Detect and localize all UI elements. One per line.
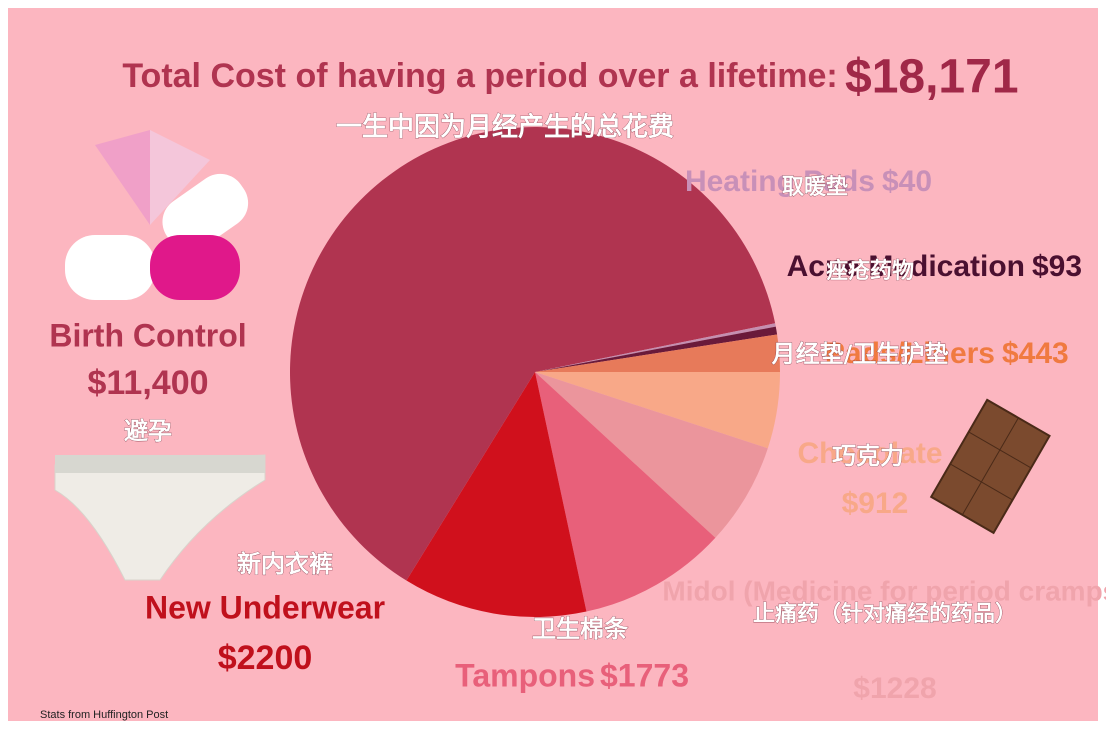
category-label-cn: 卫生棉条 [532,615,629,643]
chart: Total Cost of having a period over a lif… [0,0,1106,729]
source-note: Stats from Huffington Post [40,709,168,721]
total-cost: $18,171 [845,51,1019,104]
pie [290,127,780,617]
category-label-cn: 避孕 [124,417,172,445]
value-label: $1773 [600,657,689,693]
value-label: $1228 [853,672,936,705]
value-label: $93 [1032,250,1082,283]
category-label-cn: 痤疮药物 [826,258,914,284]
value-label: $40 [882,165,932,198]
category-label-cn: 巧克力 [832,442,904,470]
title-cn: 一生中因为月经产生的总花费 [336,112,674,143]
category-label: New Underwear [145,589,385,625]
value-label: $11,400 [87,364,208,402]
value-label: $443 [1002,337,1069,370]
category-label-cn: 新内衣裤 [237,550,333,578]
category-label-cn: 取暖垫 [782,174,848,200]
category-label: Birth Control [49,317,246,353]
category-label-cn: 止痛药（针对痛经的药品） [753,601,1017,627]
category-label-cn: 月经垫/卫生护垫 [771,340,949,368]
value-label: $912 [842,487,909,520]
category-label: Tampons [455,657,595,693]
chart-title: Total Cost of having a period over a lif… [122,57,837,95]
value-label: $2200 [218,639,313,677]
